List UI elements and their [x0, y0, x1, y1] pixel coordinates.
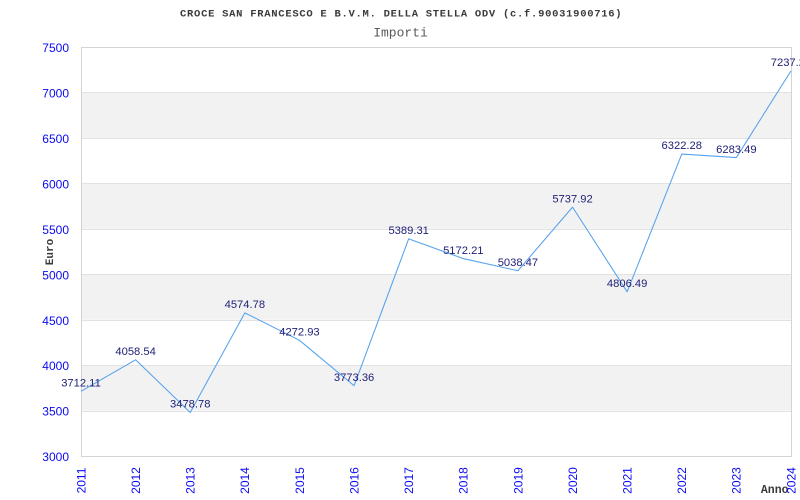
svg-text:2017: 2017 — [402, 467, 416, 494]
svg-text:CROCE SAN FRANCESCO E B.V.M. D: CROCE SAN FRANCESCO E B.V.M. DELLA STELL… — [180, 8, 622, 20]
svg-text:Importi: Importi — [373, 26, 428, 41]
svg-text:2012: 2012 — [129, 467, 143, 494]
svg-text:5500: 5500 — [42, 223, 69, 237]
svg-text:3712.11: 3712.11 — [61, 377, 101, 389]
svg-text:Euro: Euro — [45, 238, 57, 265]
svg-text:7237.26: 7237.26 — [771, 57, 800, 69]
svg-text:2013: 2013 — [184, 467, 198, 494]
svg-text:3500: 3500 — [42, 405, 69, 419]
svg-text:5038.47: 5038.47 — [498, 257, 538, 269]
svg-text:4000: 4000 — [42, 359, 69, 373]
svg-text:2024: 2024 — [784, 467, 798, 494]
svg-text:2023: 2023 — [730, 467, 744, 494]
svg-text:2011: 2011 — [74, 467, 88, 493]
svg-text:2020: 2020 — [566, 467, 580, 494]
svg-text:3773.36: 3773.36 — [334, 372, 374, 384]
svg-text:6322.28: 6322.28 — [662, 140, 702, 152]
svg-text:4058.54: 4058.54 — [115, 346, 155, 358]
svg-text:4574.78: 4574.78 — [225, 299, 265, 311]
svg-text:5389.31: 5389.31 — [388, 225, 428, 237]
svg-text:6500: 6500 — [42, 132, 69, 146]
svg-text:5000: 5000 — [42, 268, 69, 282]
svg-text:6000: 6000 — [42, 177, 69, 191]
svg-text:2015: 2015 — [293, 467, 307, 494]
svg-text:4272.93: 4272.93 — [279, 327, 319, 339]
svg-text:7500: 7500 — [42, 41, 69, 55]
svg-text:4500: 4500 — [42, 314, 69, 328]
svg-text:3478.78: 3478.78 — [170, 399, 210, 411]
svg-text:3000: 3000 — [42, 450, 69, 464]
svg-text:2022: 2022 — [675, 467, 689, 494]
svg-text:2021: 2021 — [621, 467, 635, 494]
svg-text:5737.92: 5737.92 — [552, 193, 592, 205]
svg-text:2016: 2016 — [347, 467, 361, 494]
svg-text:2019: 2019 — [511, 467, 525, 494]
svg-text:6283.49: 6283.49 — [716, 144, 756, 156]
svg-text:2018: 2018 — [457, 467, 471, 494]
svg-text:4806.49: 4806.49 — [607, 278, 647, 290]
svg-text:Anno: Anno — [761, 484, 789, 497]
svg-text:7000: 7000 — [42, 87, 69, 101]
svg-text:2014: 2014 — [238, 467, 252, 494]
svg-text:5172.21: 5172.21 — [443, 245, 483, 257]
